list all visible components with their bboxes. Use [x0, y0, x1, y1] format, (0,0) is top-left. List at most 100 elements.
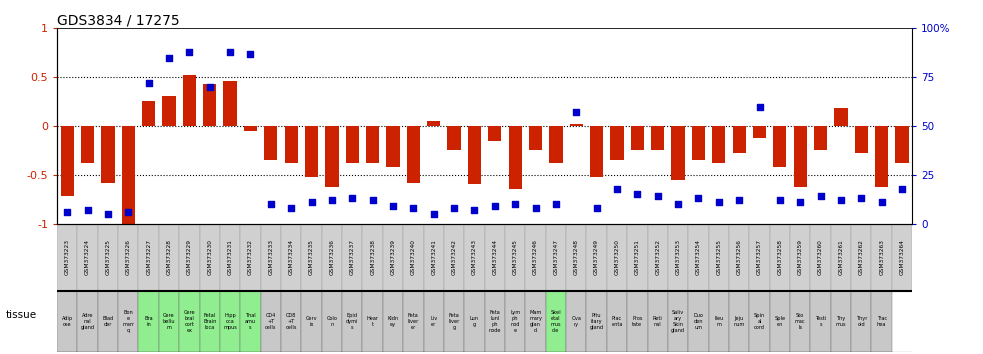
Bar: [692, 126, 705, 160]
Text: GSM373249: GSM373249: [594, 239, 599, 275]
Bar: [648, 291, 667, 352]
Bar: [346, 126, 359, 163]
Text: GSM373260: GSM373260: [818, 239, 823, 275]
Text: GSM373232: GSM373232: [248, 239, 253, 275]
Text: Feta
lunl
ph
node: Feta lunl ph node: [489, 310, 501, 333]
Text: GSM373262: GSM373262: [859, 239, 864, 275]
Bar: [610, 126, 623, 160]
Text: Plac
enta: Plac enta: [611, 316, 622, 327]
Bar: [569, 124, 583, 126]
Text: GSM373223: GSM373223: [65, 239, 70, 275]
Text: Cere
bral
cort
ex: Cere bral cort ex: [184, 310, 196, 333]
Bar: [162, 96, 176, 126]
Bar: [729, 291, 749, 352]
Text: GSM373230: GSM373230: [207, 239, 212, 275]
Bar: [101, 126, 115, 183]
Bar: [566, 291, 587, 352]
Bar: [607, 291, 627, 352]
Text: Spin
al
cord: Spin al cord: [754, 313, 765, 330]
Bar: [281, 224, 302, 291]
Bar: [753, 126, 766, 138]
Bar: [264, 126, 277, 160]
Bar: [223, 81, 237, 126]
Text: Trac
hea: Trac hea: [877, 316, 887, 327]
Text: Thal
amu
s: Thal amu s: [245, 313, 256, 330]
Text: GSM373251: GSM373251: [635, 239, 640, 275]
Bar: [667, 224, 688, 291]
Bar: [709, 291, 729, 352]
Text: GSM373228: GSM373228: [166, 239, 171, 275]
Point: [100, 211, 116, 217]
Point: [670, 201, 686, 207]
Bar: [688, 291, 709, 352]
Point: [263, 201, 279, 207]
Point: [609, 186, 625, 192]
Text: Sto
mac
ls: Sto mac ls: [795, 313, 805, 330]
Point: [711, 199, 726, 205]
Bar: [712, 126, 725, 163]
Point: [385, 203, 401, 209]
Bar: [489, 126, 501, 141]
Bar: [546, 291, 566, 352]
Point: [120, 209, 136, 215]
Text: GSM373224: GSM373224: [86, 239, 90, 275]
Text: GSM373254: GSM373254: [696, 239, 701, 275]
Bar: [281, 291, 302, 352]
Bar: [342, 291, 363, 352]
Text: Feta
liver
er: Feta liver er: [408, 313, 419, 330]
Bar: [321, 224, 342, 291]
Bar: [403, 291, 424, 352]
Text: GDS3834 / 17275: GDS3834 / 17275: [57, 13, 180, 27]
Bar: [363, 291, 382, 352]
Bar: [61, 126, 74, 196]
Text: GSM373258: GSM373258: [778, 239, 782, 275]
Bar: [749, 291, 770, 352]
Bar: [427, 121, 440, 126]
Point: [141, 80, 156, 86]
Text: GSM373252: GSM373252: [656, 239, 661, 275]
Text: Pitu
itary
gland: Pitu itary gland: [590, 313, 604, 330]
Text: GSM373227: GSM373227: [146, 239, 151, 275]
Point: [874, 199, 890, 205]
Bar: [667, 291, 688, 352]
Bar: [444, 224, 464, 291]
Point: [752, 104, 768, 109]
Bar: [627, 224, 648, 291]
Point: [690, 195, 706, 201]
Bar: [78, 224, 97, 291]
Bar: [302, 291, 321, 352]
Point: [405, 205, 421, 211]
Text: Ileu
m: Ileu m: [715, 316, 723, 327]
Point: [792, 199, 808, 205]
Text: GSM373241: GSM373241: [432, 239, 436, 275]
Bar: [464, 291, 485, 352]
Bar: [831, 224, 851, 291]
Point: [629, 192, 645, 197]
Bar: [179, 291, 200, 352]
Text: GSM373235: GSM373235: [309, 239, 314, 275]
Bar: [118, 224, 139, 291]
Bar: [587, 224, 607, 291]
Text: GSM373263: GSM373263: [879, 239, 884, 275]
Text: GSM373245: GSM373245: [513, 239, 518, 275]
Point: [650, 194, 665, 199]
Bar: [831, 291, 851, 352]
Text: Reti
nal: Reti nal: [653, 316, 663, 327]
Text: Kidn
ey: Kidn ey: [387, 316, 398, 327]
Text: GSM373247: GSM373247: [553, 239, 558, 275]
Bar: [525, 224, 546, 291]
Bar: [183, 75, 196, 126]
Point: [222, 49, 238, 55]
Bar: [770, 291, 790, 352]
Point: [507, 201, 523, 207]
Text: Thy
mus: Thy mus: [836, 316, 846, 327]
Text: Pros
tate: Pros tate: [632, 316, 643, 327]
Bar: [81, 126, 94, 163]
Bar: [729, 224, 749, 291]
Text: GSM373256: GSM373256: [736, 239, 741, 275]
Bar: [159, 224, 179, 291]
Text: Mam
mary
glan
d: Mam mary glan d: [529, 310, 542, 333]
Point: [895, 186, 910, 192]
Point: [283, 205, 299, 211]
Bar: [529, 126, 543, 150]
